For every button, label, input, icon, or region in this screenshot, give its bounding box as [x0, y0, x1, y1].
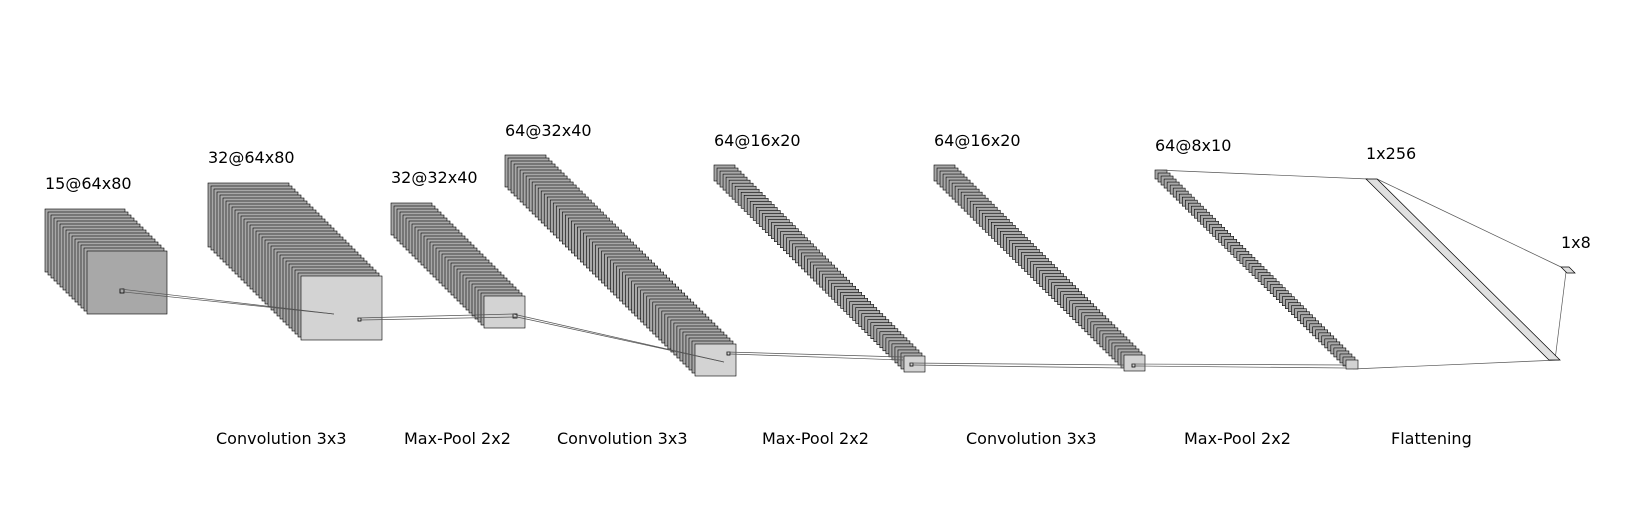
connector-line: [1376, 178, 1562, 268]
connector-lines: [119, 169, 1567, 370]
front-feature-map: [86, 250, 168, 315]
connector-line: [729, 353, 904, 361]
dense-layer-256: [1365, 178, 1561, 361]
feature-map-stack-7: [1154, 169, 1359, 370]
front-feature-map: [694, 343, 737, 377]
layer-label-4: 64@32x40: [505, 121, 592, 140]
feature-map-stack-4: [504, 154, 737, 377]
front-feature-map: [483, 295, 526, 329]
feature-map-stack-3: [390, 202, 526, 329]
connector-line: [119, 288, 335, 315]
connector-line: [909, 362, 1125, 366]
connector-line: [912, 364, 1125, 369]
dense-label-2: 1x8: [1561, 233, 1591, 252]
operation-label-3: Convolution 3x3: [557, 429, 688, 448]
operation-label-7: Flattening: [1391, 429, 1472, 448]
front-feature-map: [903, 355, 926, 373]
connector-line: [1156, 169, 1369, 180]
connector-line: [360, 316, 517, 321]
operation-label-2: Max-Pool 2x2: [404, 429, 511, 448]
layer-label-2: 32@64x80: [208, 148, 295, 167]
feature-map-stacks: [44, 154, 1359, 377]
connector-line: [1134, 365, 1347, 369]
connector-line: [357, 313, 514, 319]
feature-map-stack-2: [207, 182, 383, 341]
layer-label-5: 64@16x20: [714, 131, 801, 150]
connector-line: [1131, 363, 1347, 366]
operation-label-1: Convolution 3x3: [216, 429, 347, 448]
layer-label-1: 15@64x80: [45, 174, 132, 193]
operation-label-6: Max-Pool 2x2: [1184, 429, 1291, 448]
dense-layer-8: [1560, 266, 1576, 274]
layer-label-6: 64@16x20: [934, 131, 1021, 150]
connector-line: [1352, 359, 1560, 370]
front-feature-map: [300, 275, 383, 341]
feature-map-stack-5: [713, 164, 926, 373]
connector-line: [123, 291, 335, 315]
connector-line: [726, 351, 904, 358]
layer-label-7: 64@8x10: [1155, 136, 1231, 155]
front-feature-map: [1345, 359, 1359, 370]
dense-layers: [1365, 178, 1576, 361]
kernel-window: [512, 313, 518, 319]
operation-label-5: Convolution 3x3: [966, 429, 1097, 448]
feature-map-stack-6: [933, 164, 1146, 372]
dense-label-1: 1x256: [1366, 144, 1416, 163]
connector-line: [1554, 271, 1567, 361]
feature-map-stack-1: [44, 208, 168, 315]
layer-label-3: 32@32x40: [391, 168, 478, 187]
connector-line: [516, 316, 725, 363]
front-feature-map: [1123, 354, 1146, 372]
operation-label-4: Max-Pool 2x2: [762, 429, 869, 448]
